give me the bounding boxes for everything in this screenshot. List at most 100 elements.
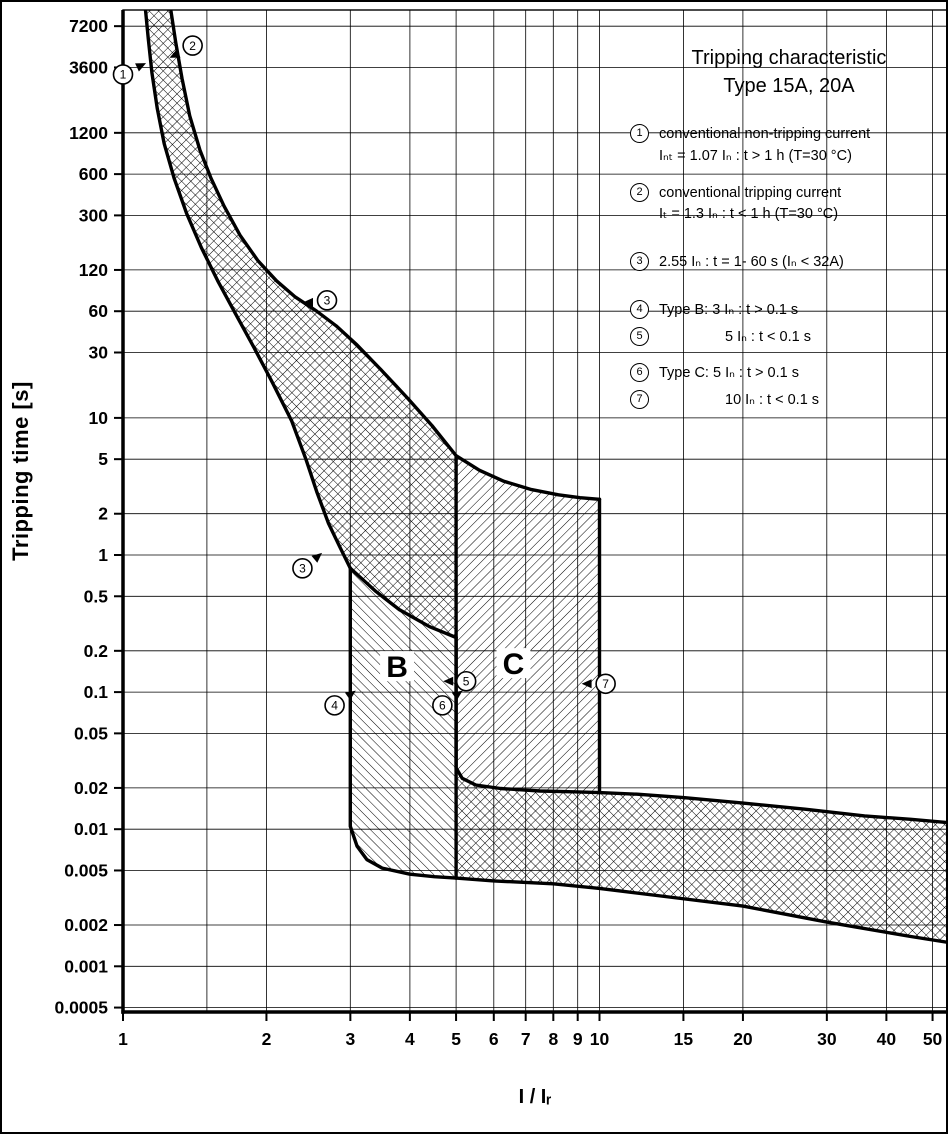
zone-label-backing (380, 651, 415, 682)
legend-item-text: Type B: 3 Iₙ : t > 0.1 s (659, 300, 798, 322)
legend-item-line: conventional non-tripping current (659, 126, 871, 142)
thermal-band (145, 10, 457, 638)
legend-title: Tripping characteristic Type 15A, 20A (630, 44, 946, 100)
legend-item-line: 10 Iₙ : t < 0.1 s (725, 392, 820, 408)
marker-circle-6 (432, 695, 453, 716)
x-tick-label: 20 (733, 1029, 753, 1049)
legend-item-2: 2 conventional tripping current Iₜ = 1.3 I… (630, 182, 946, 227)
y-tick-label: 5 (98, 449, 108, 469)
x-tick-label: 50 (923, 1029, 943, 1049)
marker-circle-2 (182, 35, 203, 56)
y-tick-label: 2 (98, 504, 108, 524)
marker-circle-1 (112, 64, 134, 85)
legend-item-text: conventional tripping current Iₜ = 1.3 Iₙ… (659, 183, 841, 227)
zone-label-backing (496, 648, 531, 679)
y-tick-label: 300 (79, 205, 108, 225)
marker-circle-3 (292, 557, 313, 579)
marker-number-6: 6 (439, 699, 446, 713)
y-tick-label: 7200 (69, 16, 108, 36)
marker-pointer-icon (311, 552, 323, 563)
marker-pointer-icon (135, 63, 147, 72)
y-tick-label: 0.2 (84, 641, 109, 661)
marker-circle-4 (324, 695, 345, 716)
y-tick-label: 3600 (69, 57, 108, 77)
zone-label-C: C (503, 648, 525, 681)
y-tick-label: 0.002 (64, 915, 108, 935)
x-tick-label: 9 (573, 1029, 583, 1049)
legend-item-line: 2.55 Iₙ : t = 1- 60 s (Iₙ < 32A) (659, 254, 844, 270)
x-tick-label: 2 (262, 1029, 272, 1049)
legend-item-line: Type B: 3 Iₙ : t > 0.1 s (659, 301, 799, 318)
y-tick-label: 0.005 (64, 860, 108, 880)
type-b-zone-top-boundary (348, 566, 458, 640)
legend-item-text: 5 Iₙ : t < 0.1 s (725, 327, 811, 349)
legend-item-number-icon: 7 (630, 390, 649, 409)
x-tick-label: 40 (877, 1029, 897, 1049)
y-tick-label: 10 (89, 408, 109, 428)
legend-title-line2: Type 15A, 20A (723, 75, 855, 97)
legend-item-number-icon: 1 (630, 124, 649, 143)
y-tick-label: 1200 (69, 123, 108, 143)
marker-number-4: 4 (331, 699, 338, 713)
x-axis-title: I / Iᵣ (518, 1086, 552, 1108)
x-tick-label: 30 (817, 1029, 837, 1049)
legend-item-text: Type C: 5 Iₙ : t > 0.1 s (659, 363, 799, 385)
y-tick-label: 0.1 (84, 682, 109, 702)
legend-item-1: 1 conventional non-tripping current Iₙₜ = … (630, 124, 946, 168)
y-tick-label: 30 (89, 342, 109, 362)
marker-number-5: 5 (463, 675, 470, 689)
marker-number-3: 3 (324, 294, 331, 308)
legend-item-text: 2.55 Iₙ : t = 1- 60 s (Iₙ < 32A) (659, 252, 844, 274)
x-tick-label: 6 (489, 1029, 499, 1049)
instantaneous-band (456, 767, 946, 943)
x-tick-label: 4 (405, 1029, 415, 1049)
legend-item-text: conventional non-tripping current Iₙₜ = 1… (659, 124, 870, 168)
x-tick-label: 15 (674, 1029, 694, 1049)
x-tick-label: 7 (521, 1029, 531, 1049)
legend-items: 1 conventional non-tripping current Iₙₜ = … (630, 124, 946, 412)
x-tick-label: 8 (548, 1029, 558, 1049)
y-tick-label: 1 (98, 545, 108, 565)
x-tick-label: 5 (451, 1029, 461, 1049)
legend-item-number-icon: 2 (630, 182, 649, 202)
marker-number-7: 7 (602, 677, 609, 691)
marker-pointer-icon (345, 690, 356, 701)
y-tick-label: 120 (79, 260, 108, 280)
type-b-magnetic-zone (350, 568, 457, 879)
legend-item-text: 10 Iₙ : t < 0.1 s (725, 390, 819, 412)
marker-circle-3 (316, 290, 338, 311)
marker-pointer-icon (451, 690, 463, 701)
marker-pointer-icon (169, 49, 181, 58)
legend-item-line: Type C: 5 Iₙ : t > 0.1 s (659, 365, 799, 382)
type-c-magnetic-zone (456, 456, 600, 793)
y-tick-label: 0.0005 (54, 998, 108, 1018)
legend-item-number-icon: 3 (630, 252, 649, 271)
type-b-3In-left-and-bottom-boundary (348, 566, 946, 944)
curve-1-conventional-non-tripping-lower-limit (143, 10, 352, 570)
legend-item-line: 5 Iₙ : t < 0.1 s (725, 328, 811, 345)
legend-item-5: 5 5 Iₙ : t < 0.1 s (630, 326, 946, 349)
legend-title-line1: Tripping characteristic (691, 47, 887, 69)
legend-item-3: 3 2.55 Iₙ : t = 1- 60 s (Iₙ < 32A) (630, 252, 946, 274)
legend-item-line: Iₙₜ = 1.07 Iₙ : t > 1 h (T=30 °C) (659, 147, 852, 164)
zone-label-B: B (386, 651, 408, 684)
marker-circle-7 (595, 673, 616, 695)
y-tick-label: 600 (79, 164, 108, 184)
legend-item-number-icon: 5 (630, 326, 649, 346)
y-tick-label: 0.01 (74, 819, 108, 839)
marker-circle-5 (455, 670, 477, 692)
y-tick-label: 0.02 (74, 778, 108, 798)
marker-number-1: 1 (120, 68, 127, 82)
legend-item-number-icon: 6 (630, 363, 649, 383)
marker-pointer-icon (443, 676, 454, 686)
marker-number-2: 2 (189, 39, 196, 53)
marker-number-3: 3 (299, 562, 306, 576)
y-tick-label: 0.05 (74, 723, 108, 743)
marker-pointer-icon (303, 297, 313, 307)
y-axis-title: Tripping time [s] (8, 381, 33, 561)
marker-pointer-icon (581, 679, 592, 689)
legend-item-4: 4 Type B: 3 Iₙ : t > 0.1 s (630, 299, 946, 322)
